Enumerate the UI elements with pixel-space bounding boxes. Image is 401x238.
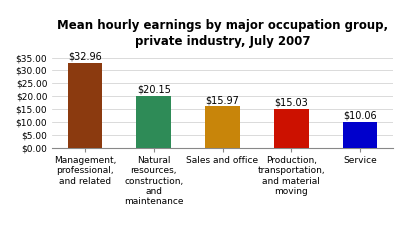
Text: $20.15: $20.15 <box>137 84 171 94</box>
Bar <box>68 63 102 148</box>
Text: $15.03: $15.03 <box>275 98 308 108</box>
Bar <box>343 122 377 148</box>
Title: Mean hourly earnings by major occupation group,
private industry, July 2007: Mean hourly earnings by major occupation… <box>57 20 388 48</box>
Text: $32.96: $32.96 <box>68 51 102 61</box>
Text: $15.97: $15.97 <box>206 95 239 105</box>
Bar <box>205 106 240 148</box>
Bar <box>136 96 171 148</box>
Bar <box>274 109 309 148</box>
Text: $10.06: $10.06 <box>344 110 377 120</box>
